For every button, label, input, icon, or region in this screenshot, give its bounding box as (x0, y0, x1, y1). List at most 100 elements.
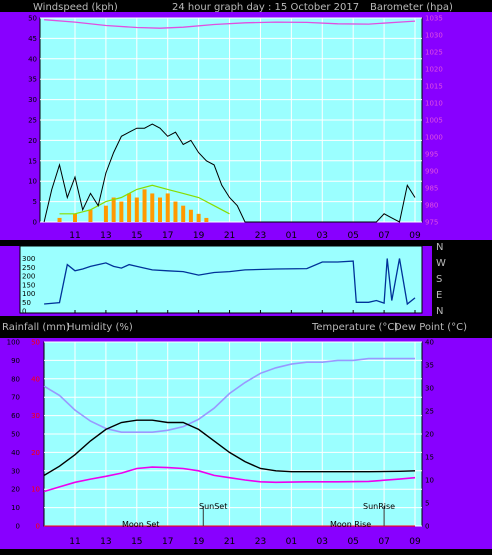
wind-y-tick-4: 20 (28, 137, 37, 145)
wind-y-tick-2: 10 (28, 178, 37, 186)
baro-y-tick-10: 1025 (425, 49, 443, 57)
windspeed-label: Windspeed (kph) (33, 2, 118, 13)
temp-y-tick-8: 40 (425, 339, 434, 347)
rain-y-tick-4: 40 (31, 375, 40, 383)
wind-gust-bar-5 (119, 201, 124, 222)
series-lines (43, 19, 416, 527)
direction-letter-n-bottom: N (436, 306, 443, 317)
temp-y-tick-0: 0 (425, 523, 429, 531)
wind-gust-bar-14 (188, 209, 193, 222)
wind-y-tick-3: 15 (28, 157, 37, 165)
direction-letter-s: S (436, 274, 442, 285)
dew-point-line (43, 466, 416, 493)
baro-y-tick-11: 1030 (425, 32, 443, 40)
right-black-band-dir (432, 240, 492, 338)
wind-gust-bar-13 (181, 205, 186, 222)
humidity-y-tick-0: 0 (16, 523, 20, 531)
wind-x-tick-2: 15 (131, 231, 142, 241)
wind-y-tick-5: 25 (28, 117, 37, 125)
wind-x-tick-10: 07 (378, 231, 389, 241)
graph-title: 24 hour graph day : 15 October 2017 (172, 2, 359, 13)
temp-x-tick-2: 15 (131, 537, 142, 547)
humidity-line (43, 357, 415, 434)
baro-y-tick-9: 1020 (425, 66, 443, 74)
wind-x-tick-4: 19 (193, 231, 205, 241)
wind-gust-bar-16 (204, 217, 209, 222)
wind-x-tick-3: 17 (162, 231, 173, 241)
humidity-y-tick-5: 50 (11, 431, 20, 439)
temp-y-tick-6: 30 (425, 385, 434, 393)
temp-y-tick-5: 25 (425, 408, 434, 416)
wind-gust-bar-8 (142, 189, 147, 222)
dir-y-tick-0: 0 (22, 308, 26, 316)
rain-y-tick-2: 20 (31, 449, 40, 457)
wind-gust-bar-1 (73, 213, 77, 222)
sun-set-label: SunSet (199, 502, 227, 511)
temp-y-tick-3: 15 (425, 454, 434, 462)
rain-y-tick-5: 50 (31, 339, 40, 347)
dir-y-tick-2: 100 (22, 290, 35, 298)
humidity-y-tick-2: 20 (11, 486, 20, 494)
baro-y-tick-2: 985 (425, 185, 438, 193)
dir-y-tick-4: 200 (22, 273, 35, 281)
wind-gust-bar-2 (88, 209, 93, 222)
direction-plot-area (19, 245, 423, 314)
humidity-label: Humidity (%) (67, 322, 133, 333)
baro-y-tick-8: 1015 (425, 83, 443, 91)
temp-x-tick-1: 13 (100, 537, 111, 547)
baro-y-tick-12: 1035 (425, 15, 443, 23)
wind-y-tick-7: 35 (28, 76, 37, 84)
wind-gust-bar-11 (165, 193, 170, 222)
wind-gust-bar-10 (158, 197, 162, 222)
wind-x-tick-11: 09 (409, 231, 421, 241)
baro-y-tick-6: 1005 (425, 117, 443, 125)
humidity-y-tick-9: 90 (11, 357, 20, 365)
temp-x-tick-0: 11 (69, 537, 80, 547)
wind-x-tick-8: 03 (317, 231, 328, 241)
direction-letter-e: E (436, 290, 442, 301)
temp-y-tick-7: 35 (425, 362, 434, 370)
humidity-y-tick-4: 40 (11, 449, 20, 457)
wind-y-tick-8: 40 (28, 55, 37, 63)
baro-y-tick-4: 995 (425, 151, 438, 159)
baro-y-tick-0: 975 (425, 219, 438, 227)
humidity-y-tick-1: 10 (11, 504, 20, 512)
divider-band-1 (0, 240, 492, 246)
temp-x-tick-5: 21 (224, 537, 235, 547)
baro-y-tick-7: 1010 (425, 100, 443, 108)
baro-y-tick-1: 980 (425, 202, 438, 210)
humidity-y-tick-10: 100 (7, 339, 20, 347)
temperature-label: Temperature (°C) (311, 322, 398, 333)
dir-y-tick-5: 250 (22, 264, 35, 272)
grid-lines (40, 17, 422, 527)
wind-gust-bar-4 (111, 197, 116, 222)
humidity-y-tick-3: 30 (11, 467, 20, 475)
bottom-strip (0, 549, 492, 555)
wind-x-tick-1: 13 (100, 231, 111, 241)
wind-direction-line (44, 258, 416, 306)
humidity-y-tick-8: 80 (11, 375, 20, 383)
direction-letter-n-top: N (436, 242, 443, 253)
windspeed-line (43, 123, 416, 223)
temp-x-tick-4: 19 (193, 537, 205, 547)
wind-green-line (59, 184, 230, 215)
wind-gust-bar-12 (173, 201, 178, 222)
wind-gust-bar-3 (103, 205, 108, 222)
temp-x-tick-9: 05 (347, 537, 358, 547)
wind-gust-bar-7 (134, 197, 139, 222)
axis-ticks: 1111131315151717191921212323010103030505… (7, 15, 443, 548)
wind-x-tick-0: 11 (69, 231, 80, 241)
temp-x-tick-10: 07 (378, 537, 389, 547)
wind-gust-bars (57, 189, 209, 222)
wind-y-tick-1: 5 (33, 198, 37, 206)
rainfall-label: Rainfall (mm) (2, 322, 70, 333)
divider-band-2 (0, 316, 492, 338)
rain-y-tick-0: 0 (36, 523, 40, 531)
dew-point-label: Dew Point (°C) (394, 322, 467, 333)
temp-y-tick-4: 20 (425, 431, 434, 439)
temp-x-tick-6: 23 (255, 537, 266, 547)
wind-x-tick-9: 05 (347, 231, 358, 241)
temp-y-tick-2: 10 (425, 477, 434, 485)
wind-x-tick-7: 01 (286, 231, 297, 241)
